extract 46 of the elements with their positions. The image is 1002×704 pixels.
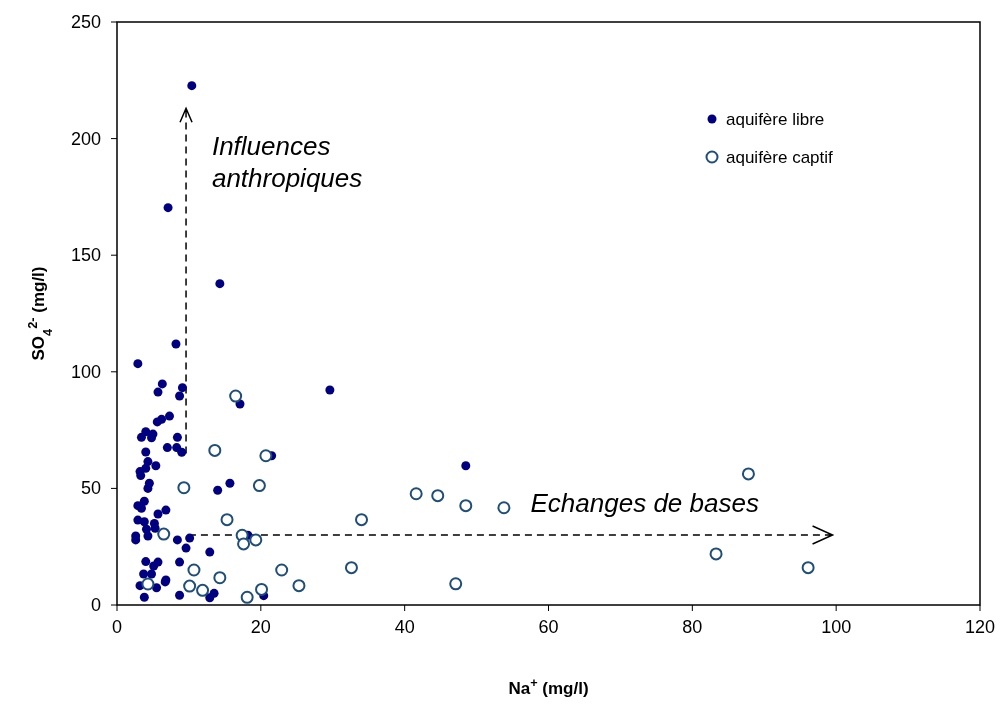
- point: [141, 577, 155, 591]
- point: [431, 489, 445, 503]
- point: [229, 389, 243, 403]
- y-tick-label: 200: [70, 128, 101, 149]
- legend-label: aquifère libre: [726, 110, 825, 129]
- point: [157, 527, 171, 541]
- point: [213, 571, 227, 585]
- point: [449, 577, 463, 591]
- point: [187, 563, 201, 577]
- point: [249, 533, 263, 547]
- point: [237, 537, 251, 551]
- point: [292, 579, 306, 593]
- point: [344, 561, 358, 575]
- y-tick-label: 250: [70, 12, 101, 32]
- y-tick-label: 150: [70, 245, 101, 266]
- x-tick-label: 80: [682, 617, 703, 637]
- point: [208, 443, 222, 457]
- x-tick-label: 20: [250, 617, 271, 637]
- x-tick-label: 100: [821, 617, 852, 637]
- x-tick-label: 40: [394, 617, 415, 637]
- x-tick-label: 120: [964, 617, 996, 637]
- y-tick-label: 0: [90, 595, 101, 615]
- point: [741, 467, 755, 481]
- point: [259, 449, 273, 463]
- point: [709, 547, 723, 561]
- point: [252, 479, 266, 493]
- point: [275, 563, 289, 577]
- x-tick-label: 60: [538, 617, 559, 637]
- y-tick-label: 100: [70, 361, 101, 382]
- y-tick-label: 50: [80, 478, 101, 499]
- point: [801, 561, 815, 575]
- annotation: Influences anthropiques: [211, 130, 363, 193]
- point: [459, 499, 473, 513]
- point: [255, 582, 269, 596]
- point: [183, 579, 197, 593]
- x-axis-title: Na$^{+}$ (mg/l): [508, 674, 589, 698]
- point: [497, 501, 511, 515]
- point: [409, 487, 423, 501]
- x-tick-label: 0: [111, 617, 123, 637]
- point: [355, 513, 369, 527]
- point: [177, 481, 191, 495]
- point: [220, 513, 234, 527]
- legend-label: aquifère captif: [726, 148, 834, 167]
- annotation: Echanges de bases: [530, 487, 759, 518]
- point: [240, 590, 254, 604]
- point: [196, 583, 210, 597]
